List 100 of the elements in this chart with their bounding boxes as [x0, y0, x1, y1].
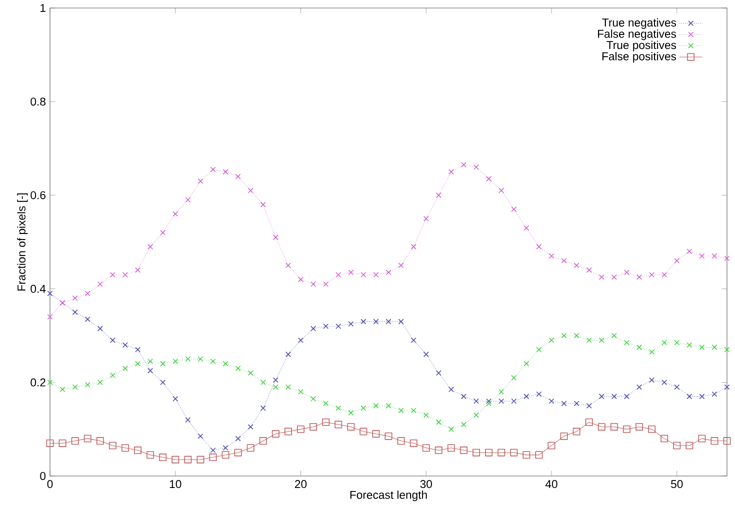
legend-label: False negatives [598, 30, 676, 40]
point [561, 258, 567, 264]
point [248, 424, 254, 430]
y-tick-label: 1 [40, 4, 46, 12]
point [323, 281, 329, 287]
point [373, 272, 379, 278]
point [536, 346, 542, 352]
y-tick-label: 0.8 [30, 98, 46, 106]
point [122, 272, 128, 278]
point [398, 318, 404, 324]
x-tick-label: 40 [545, 480, 558, 488]
point [84, 290, 90, 296]
point [160, 380, 166, 386]
point [198, 433, 204, 439]
point [649, 272, 655, 278]
point [674, 340, 680, 346]
point [448, 386, 454, 392]
point [511, 374, 517, 380]
point [259, 437, 267, 445]
point [460, 446, 468, 454]
point [448, 169, 454, 175]
point [284, 428, 292, 436]
point [410, 244, 416, 250]
point [611, 394, 617, 400]
point [148, 368, 154, 374]
point [348, 270, 354, 276]
point [72, 295, 78, 301]
y-axis-title: Fraction of pixels [-] [17, 193, 28, 291]
point [598, 423, 606, 431]
point [310, 423, 318, 431]
point [172, 358, 178, 364]
legend-label: True positives [606, 40, 676, 52]
point [336, 323, 342, 329]
point [298, 389, 304, 395]
point [574, 262, 580, 268]
legend-label: False positives [602, 52, 676, 63]
point [649, 377, 655, 383]
point [724, 256, 730, 262]
point [110, 272, 116, 278]
point [360, 318, 366, 324]
point [624, 394, 630, 400]
point [548, 442, 556, 450]
point [323, 323, 329, 329]
point [561, 332, 567, 338]
point [636, 384, 642, 390]
point [336, 405, 342, 411]
point [310, 326, 316, 332]
point [97, 380, 103, 386]
x-tick-label: 50 [671, 480, 683, 488]
point [398, 262, 404, 268]
point [498, 448, 506, 456]
point [574, 332, 580, 338]
point [686, 394, 692, 400]
point [71, 437, 79, 445]
point [524, 394, 530, 400]
point [460, 422, 466, 428]
point [172, 456, 180, 464]
point [548, 338, 554, 344]
point [434, 446, 442, 454]
point [686, 248, 692, 254]
point [260, 380, 266, 386]
point [712, 253, 718, 259]
point [198, 356, 204, 362]
point [486, 176, 492, 182]
point [172, 211, 178, 217]
point [260, 405, 266, 411]
point [373, 403, 379, 409]
point [686, 442, 694, 450]
point [511, 398, 517, 404]
point [386, 270, 392, 276]
point [122, 366, 128, 372]
point [135, 267, 141, 273]
point [285, 262, 291, 268]
point [498, 188, 504, 194]
x-axis-title: Forecast length [350, 490, 427, 502]
point [423, 216, 429, 222]
point [536, 244, 542, 250]
point [598, 338, 604, 344]
point [398, 408, 404, 414]
point [410, 338, 416, 344]
point [60, 386, 66, 392]
point [47, 314, 53, 320]
point [235, 366, 241, 372]
point [134, 446, 142, 454]
point [322, 418, 330, 426]
point [460, 162, 466, 168]
point [624, 270, 630, 276]
point [248, 370, 254, 376]
point [246, 444, 254, 452]
point [485, 448, 493, 456]
point [386, 318, 392, 324]
point [97, 326, 103, 332]
point [699, 394, 705, 400]
point [636, 423, 643, 431]
point [574, 400, 580, 406]
point [360, 428, 368, 436]
point [297, 425, 304, 433]
point [585, 418, 593, 426]
point [524, 225, 530, 231]
point [72, 384, 78, 390]
